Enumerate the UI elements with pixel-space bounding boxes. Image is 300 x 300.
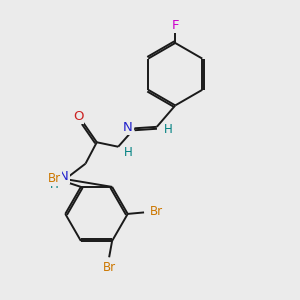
Text: Br: Br xyxy=(103,261,116,274)
Text: N: N xyxy=(123,121,133,134)
Text: Br: Br xyxy=(48,172,61,185)
Text: H: H xyxy=(50,178,58,191)
Text: H: H xyxy=(124,146,133,159)
Text: N: N xyxy=(59,170,69,183)
Text: F: F xyxy=(172,19,179,32)
Text: O: O xyxy=(73,110,83,123)
Text: Br: Br xyxy=(149,205,163,218)
Text: H: H xyxy=(164,123,172,136)
